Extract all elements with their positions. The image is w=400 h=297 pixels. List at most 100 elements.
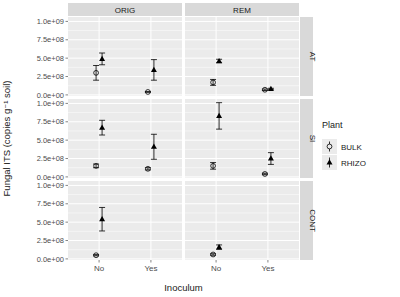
grid-line xyxy=(68,39,182,40)
tick-label: No xyxy=(94,264,105,273)
error-bar xyxy=(268,153,274,165)
minor-grid xyxy=(68,112,182,113)
error-cap xyxy=(216,102,222,103)
tick-label: 1.0e+09 xyxy=(37,17,64,26)
minor-grid xyxy=(185,48,299,49)
tick-label: 7.5e+08 xyxy=(37,199,64,208)
point xyxy=(211,80,216,85)
legend-key xyxy=(322,155,337,170)
strip-label: ORIG xyxy=(115,6,135,15)
error-cap xyxy=(99,135,105,136)
point xyxy=(94,163,99,168)
panel xyxy=(68,17,182,96)
minor-grid xyxy=(68,249,182,250)
minor-grid xyxy=(185,149,299,150)
error-bar xyxy=(210,79,216,85)
legend-marker xyxy=(327,159,333,164)
point xyxy=(211,252,216,257)
marks xyxy=(210,244,222,257)
minor-grid xyxy=(185,112,299,113)
grid-line xyxy=(68,258,182,259)
strip-label: AT xyxy=(308,52,317,62)
point xyxy=(151,67,157,72)
grid-line xyxy=(68,158,182,159)
minor-grid xyxy=(185,212,299,213)
legend-marker xyxy=(327,144,332,149)
grid-line xyxy=(99,181,100,260)
axis-title: Inoculum xyxy=(164,282,203,293)
error-cap xyxy=(268,164,274,165)
tick-label: 5.0e+08 xyxy=(37,136,64,145)
tick xyxy=(66,176,69,177)
grid-line xyxy=(185,39,299,40)
tick-label: Yes xyxy=(144,264,157,273)
tick-label: 5.0e+08 xyxy=(37,54,64,63)
minor-grid xyxy=(68,48,182,49)
point xyxy=(216,244,222,249)
minor-grid xyxy=(185,167,299,168)
tick xyxy=(66,103,69,104)
minor-grid xyxy=(68,149,182,150)
grid-line xyxy=(68,222,182,223)
error-bar xyxy=(93,66,99,81)
grid-line xyxy=(68,140,182,141)
tick xyxy=(66,222,69,223)
error-cap xyxy=(151,159,157,160)
panel xyxy=(185,181,299,260)
error-bar xyxy=(151,60,157,81)
grid-line xyxy=(216,181,217,260)
grid-line xyxy=(150,99,151,178)
error-bar xyxy=(93,164,99,168)
marks xyxy=(210,58,274,92)
tick xyxy=(66,203,69,204)
point xyxy=(99,216,105,221)
error-cap xyxy=(93,80,99,81)
tick-label: 7.5e+08 xyxy=(37,117,64,126)
grid-line xyxy=(185,140,299,141)
tick-label: 2.5e+08 xyxy=(37,236,64,245)
error-cap xyxy=(99,230,105,231)
point xyxy=(216,58,222,63)
legend-label: RHIZO xyxy=(341,159,366,168)
marks xyxy=(93,120,157,171)
strip-label: CONT xyxy=(308,209,317,232)
error-cap xyxy=(99,120,105,121)
tick xyxy=(216,260,217,263)
tick xyxy=(66,21,69,22)
error-cap xyxy=(99,207,105,208)
error-bar xyxy=(216,245,222,249)
grid-line xyxy=(68,94,182,95)
tick xyxy=(99,260,100,263)
error-bar xyxy=(99,207,105,231)
point xyxy=(211,163,216,168)
grid-line xyxy=(68,240,182,241)
minor-grid xyxy=(185,85,299,86)
tick-label: 2.5e+08 xyxy=(37,154,64,163)
grid-line xyxy=(185,76,299,77)
grid-line xyxy=(185,203,299,204)
error-bar xyxy=(216,103,222,129)
grid-line xyxy=(185,240,299,241)
minor-grid xyxy=(68,130,182,131)
point xyxy=(99,124,105,129)
grid-line xyxy=(150,181,151,260)
grid-line xyxy=(267,17,268,96)
grid-line xyxy=(68,58,182,59)
tick xyxy=(150,260,151,263)
tick-label: 5.0e+08 xyxy=(37,218,64,227)
point xyxy=(94,70,99,75)
grid-line xyxy=(68,203,182,204)
tick xyxy=(66,240,69,241)
tick xyxy=(66,158,69,159)
panel xyxy=(185,99,299,178)
error-cap xyxy=(210,169,216,170)
grid-line xyxy=(185,222,299,223)
axis-title: Fungal ITS (copies g⁻¹ soil) xyxy=(1,81,12,197)
minor-grid xyxy=(68,67,182,68)
grid-line xyxy=(185,121,299,122)
error-cap xyxy=(151,134,157,135)
grid-line xyxy=(68,103,182,104)
point xyxy=(216,113,222,118)
minor-grid xyxy=(68,212,182,213)
strip-label: REM xyxy=(233,6,251,15)
